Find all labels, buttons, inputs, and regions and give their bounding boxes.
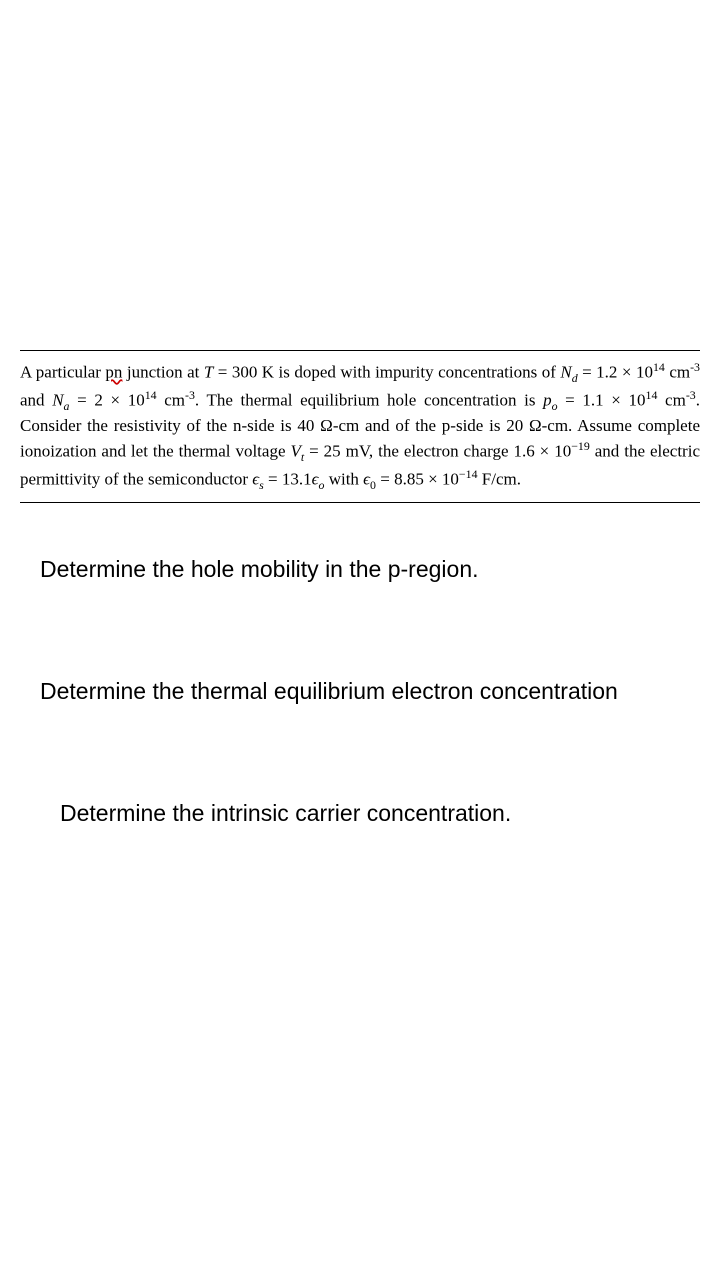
text: with — [324, 470, 363, 489]
pn-text: pn — [105, 363, 122, 382]
text: F/cm. — [478, 470, 521, 489]
var-eps-0: ϵ — [363, 470, 370, 489]
var-Na: N — [52, 390, 63, 409]
text: and — [20, 390, 52, 409]
text: . The thermal equilibrium hole concentra… — [195, 390, 543, 409]
text: = 300 K is doped with impurity concentra… — [213, 363, 560, 382]
problem-statement: A particular pn junction at T = 300 K is… — [20, 350, 700, 503]
exp: -3 — [185, 388, 195, 402]
text: = 1.2 × 10 — [578, 363, 653, 382]
var-Vt: V — [290, 442, 300, 461]
question-2: Determine the thermal equilibrium electr… — [40, 675, 700, 707]
exp: -3 — [686, 388, 696, 402]
question-1: Determine the hole mobility in the p-reg… — [40, 553, 700, 585]
exp: −14 — [459, 467, 478, 481]
text: A particular — [20, 363, 105, 382]
exp: 14 — [646, 388, 658, 402]
text: = 8.85 × 10 — [376, 470, 459, 489]
text: = 2 × 10 — [69, 390, 144, 409]
question-3: Determine the intrinsic carrier concentr… — [40, 797, 700, 829]
exp: 14 — [145, 388, 157, 402]
text: cm — [657, 390, 685, 409]
text: = 13.1 — [264, 470, 312, 489]
var-Nd: N — [560, 363, 571, 382]
text: = 1.1 × 10 — [558, 390, 646, 409]
var-po: p — [543, 390, 552, 409]
var-T: T — [204, 363, 213, 382]
text: cm — [665, 363, 690, 382]
questions-list: Determine the hole mobility in the p-reg… — [20, 553, 700, 830]
page-content: A particular pn junction at T = 300 K is… — [20, 350, 700, 919]
exp: 14 — [653, 360, 665, 374]
exp: −19 — [571, 439, 590, 453]
text: = 25 mV, the electron charge 1.6 × 10 — [304, 442, 571, 461]
text: cm — [157, 390, 185, 409]
exp: -3 — [690, 360, 700, 374]
text: junction at — [122, 363, 203, 382]
